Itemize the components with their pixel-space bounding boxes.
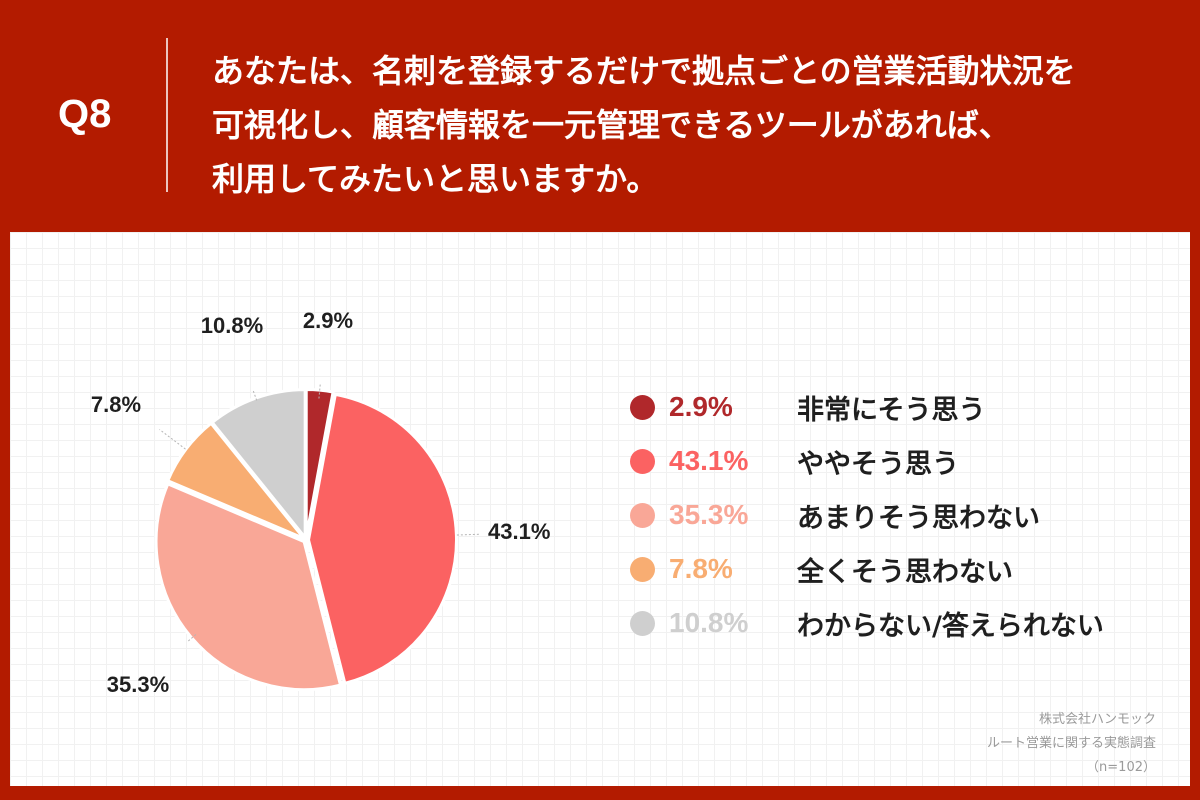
- legend-label: ややそう思う: [797, 448, 959, 480]
- chart-panel: [10, 232, 1190, 786]
- source-survey: ルート営業に関する実態調査: [986, 736, 1156, 751]
- chart-legend: 2.9% 非常にそう思う 43.1% ややそう思う 35.3% あまりそう思わな…: [630, 380, 1170, 650]
- question-line: 可視化し、顧客情報を一元管理できるツールがあれば、: [212, 106, 1011, 144]
- pie-slices: [154, 388, 458, 692]
- source-note: 株式会社ハンモック ルート営業に関する実態調査 （n=102）: [987, 708, 1156, 780]
- pie-leader-lines: [159, 383, 481, 643]
- pie-slice: [165, 421, 306, 540]
- pie-slice: [306, 392, 458, 686]
- pie-data-label: 10.8%: [201, 313, 263, 338]
- question-line: あなたは、名刺を登録するだけで拠点ごとの営業活動状況を: [212, 52, 1076, 90]
- source-company: 株式会社ハンモック: [1038, 712, 1156, 727]
- question-number: Q8: [58, 92, 112, 136]
- legend-label: 非常にそう思う: [797, 394, 986, 426]
- pie-chart: 2.9% 43.1% 35.3% 7.8% 10.8%: [91, 308, 550, 697]
- source-sample: （n=102）: [1086, 760, 1156, 775]
- pie-slice: [210, 388, 307, 542]
- legend-percent: 2.9%: [669, 391, 733, 422]
- legend-item: 2.9% 非常にそう思う: [630, 380, 1170, 434]
- leader-line: [252, 389, 258, 401]
- question-header: Q8 あなたは、名刺を登録するだけで拠点ごとの営業活動状況を 可視化し、顧客情報…: [0, 0, 1200, 232]
- legend-percent: 7.8%: [669, 553, 733, 584]
- legend-item: 43.1% ややそう思う: [630, 434, 1170, 488]
- legend-item: 35.3% あまりそう思わない: [630, 488, 1170, 542]
- legend-percent: 35.3%: [669, 499, 749, 530]
- legend-marker: [630, 502, 655, 528]
- legend-label: わからない/答えられない: [797, 610, 1104, 642]
- question-line: 利用してみたいと思いますか。: [212, 160, 659, 198]
- leader-line: [159, 429, 186, 450]
- leader-line: [186, 634, 197, 643]
- legend-marker: [630, 394, 655, 420]
- pie-data-label: 43.1%: [488, 519, 550, 544]
- legend-label: 全くそう思わない: [797, 556, 1013, 588]
- legend-percent: 43.1%: [669, 445, 749, 476]
- legend-percent: 10.8%: [669, 607, 749, 638]
- header-divider: [166, 38, 168, 192]
- pie-data-label: 35.3%: [107, 672, 169, 697]
- pie-data-labels: 2.9% 43.1% 35.3% 7.8% 10.8%: [91, 308, 550, 697]
- leader-line: [456, 533, 481, 536]
- legend-label: あまりそう思わない: [797, 502, 1040, 534]
- legend-marker: [630, 610, 655, 636]
- pie-data-label: 2.9%: [303, 308, 353, 333]
- leader-line: [318, 383, 321, 399]
- legend-marker: [630, 556, 655, 582]
- pie-data-label: 7.8%: [91, 392, 141, 417]
- legend-item: 7.8% 全くそう思わない: [630, 542, 1170, 596]
- legend-item: 10.8% わからない/答えられない: [630, 596, 1170, 650]
- legend-marker: [630, 448, 655, 474]
- question-text: あなたは、名刺を登録するだけで拠点ごとの営業活動状況を 可視化し、顧客情報を一元…: [212, 44, 1172, 206]
